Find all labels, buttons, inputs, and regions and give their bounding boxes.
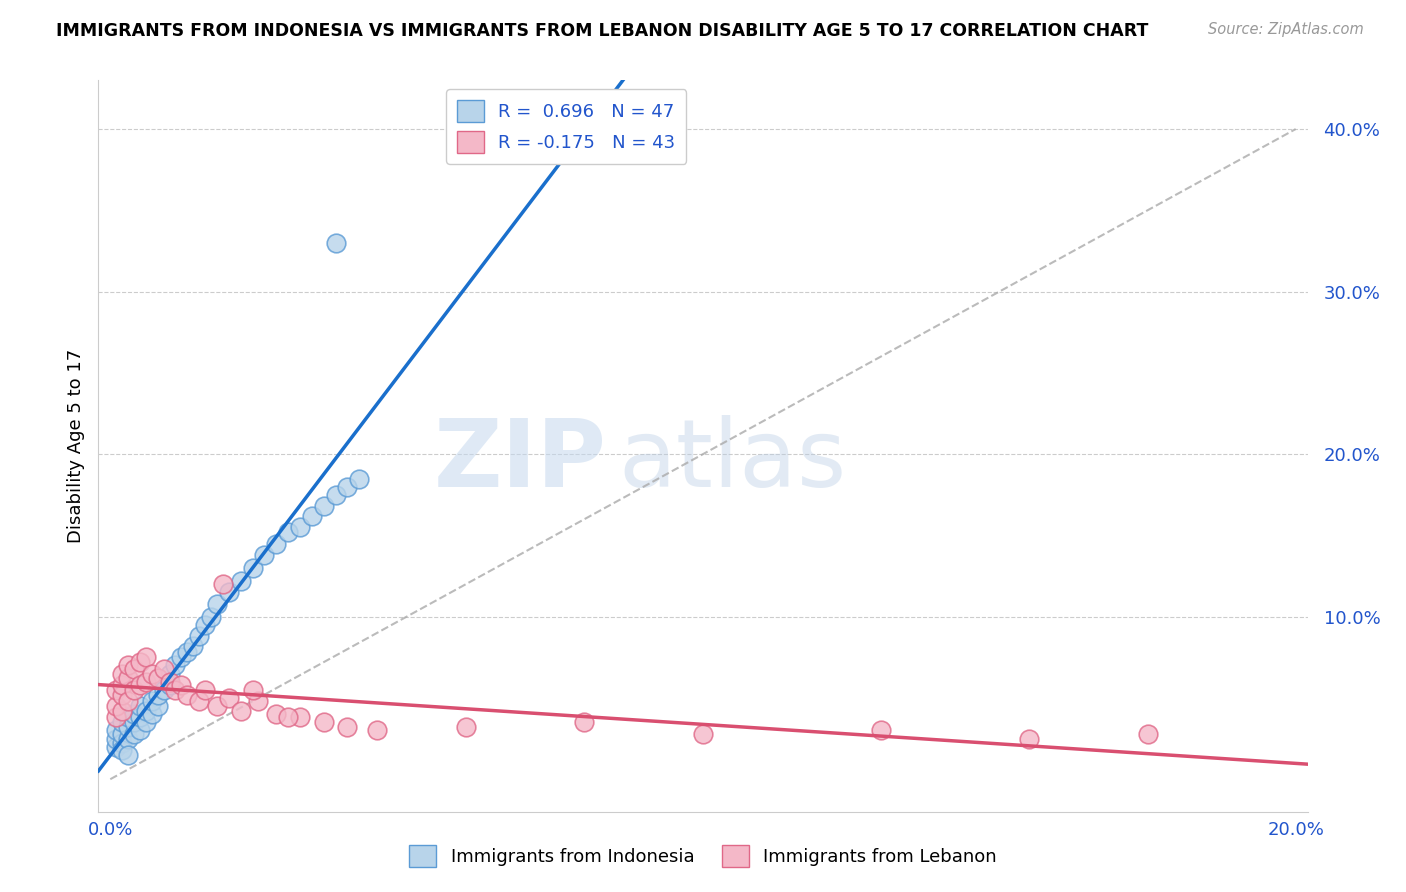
Point: [288, 710, 311, 724]
Point: [181, 639, 204, 653]
Point: [264, 707, 287, 722]
Point: [336, 720, 359, 734]
Point: [188, 694, 211, 708]
Point: [692, 727, 714, 741]
Text: ZIP: ZIP: [433, 415, 606, 507]
Point: [129, 710, 152, 724]
Point: [247, 694, 270, 708]
Point: [146, 699, 169, 714]
Point: [347, 471, 370, 485]
Point: [122, 727, 145, 741]
Point: [176, 645, 198, 659]
Point: [146, 672, 169, 686]
Point: [117, 694, 139, 708]
Point: [105, 682, 128, 697]
Point: [1136, 727, 1159, 741]
Point: [325, 235, 347, 250]
Point: [205, 597, 228, 611]
Point: [200, 609, 222, 624]
Point: [135, 715, 157, 730]
Point: [188, 629, 211, 643]
Point: [111, 736, 134, 750]
Point: [242, 561, 264, 575]
Point: [129, 699, 152, 714]
Point: [111, 678, 134, 692]
Point: [117, 710, 139, 724]
Point: [288, 520, 311, 534]
Point: [135, 704, 157, 718]
Point: [141, 694, 163, 708]
Point: [111, 727, 134, 741]
Point: [212, 577, 235, 591]
Point: [111, 704, 134, 718]
Point: [117, 658, 139, 673]
Point: [454, 720, 477, 734]
Point: [218, 690, 240, 705]
Point: [301, 508, 323, 523]
Point: [869, 723, 891, 738]
Point: [105, 710, 128, 724]
Legend: Immigrants from Indonesia, Immigrants from Lebanon: Immigrants from Indonesia, Immigrants fr…: [402, 838, 1004, 874]
Point: [165, 658, 187, 673]
Point: [229, 574, 252, 588]
Point: [170, 650, 193, 665]
Legend: R =  0.696   N = 47, R = -0.175   N = 43: R = 0.696 N = 47, R = -0.175 N = 43: [446, 89, 686, 164]
Point: [111, 743, 134, 757]
Point: [152, 682, 174, 697]
Point: [105, 723, 128, 738]
Point: [159, 674, 181, 689]
Point: [229, 704, 252, 718]
Point: [105, 739, 128, 754]
Point: [574, 715, 596, 730]
Point: [122, 682, 145, 697]
Point: [253, 548, 276, 562]
Text: Source: ZipAtlas.com: Source: ZipAtlas.com: [1208, 22, 1364, 37]
Point: [264, 536, 287, 550]
Point: [117, 720, 139, 734]
Point: [205, 699, 228, 714]
Point: [312, 715, 335, 730]
Point: [122, 662, 145, 676]
Point: [170, 678, 193, 692]
Point: [129, 723, 152, 738]
Point: [135, 674, 157, 689]
Point: [135, 650, 157, 665]
Point: [129, 678, 152, 692]
Point: [122, 715, 145, 730]
Point: [111, 666, 134, 681]
Point: [117, 672, 139, 686]
Point: [117, 731, 139, 746]
Point: [1018, 731, 1040, 746]
Text: IMMIGRANTS FROM INDONESIA VS IMMIGRANTS FROM LEBANON DISABILITY AGE 5 TO 17 CORR: IMMIGRANTS FROM INDONESIA VS IMMIGRANTS …: [56, 22, 1149, 40]
Text: atlas: atlas: [619, 415, 846, 507]
Point: [111, 688, 134, 702]
Point: [117, 747, 139, 762]
Point: [105, 731, 128, 746]
Point: [277, 525, 299, 540]
Point: [165, 682, 187, 697]
Point: [277, 710, 299, 724]
Point: [111, 715, 134, 730]
Point: [325, 488, 347, 502]
Point: [141, 707, 163, 722]
Point: [366, 723, 388, 738]
Point: [336, 480, 359, 494]
Point: [141, 666, 163, 681]
Point: [146, 688, 169, 702]
Point: [122, 707, 145, 722]
Point: [194, 617, 217, 632]
Point: [242, 682, 264, 697]
Point: [159, 666, 181, 681]
Point: [129, 655, 152, 669]
Point: [218, 585, 240, 599]
Point: [159, 678, 181, 692]
Point: [194, 682, 217, 697]
Y-axis label: Disability Age 5 to 17: Disability Age 5 to 17: [66, 349, 84, 543]
Point: [176, 688, 198, 702]
Point: [312, 499, 335, 513]
Point: [105, 699, 128, 714]
Point: [152, 662, 174, 676]
